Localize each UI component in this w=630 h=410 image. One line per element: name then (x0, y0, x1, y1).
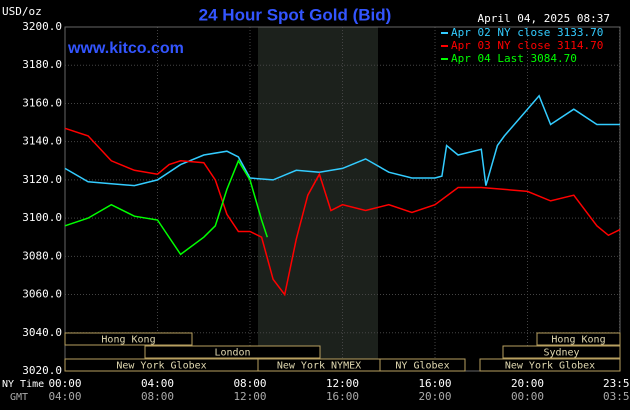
market-box (479, 358, 621, 372)
unit-label: USD/oz (2, 5, 42, 18)
gmt-tick-label: 12:00 (233, 390, 266, 403)
market-box (64, 332, 193, 346)
market-label: NY Globex (395, 361, 449, 372)
series-line (64, 127, 621, 297)
gmt-tick-label: 03:59 (603, 390, 630, 403)
y-tick-label: 3020.0 (22, 364, 62, 377)
market-label: London (214, 348, 250, 359)
y-tick-label: 3040.0 (22, 326, 62, 339)
market-label: New York Globex (505, 361, 595, 372)
legend-label: Apr 04 Last 3084.70 (451, 52, 577, 65)
x-tick-label: 08:00 (233, 377, 266, 390)
nymex-shade (258, 27, 378, 371)
timestamp: April 04, 2025 08:37 (478, 12, 610, 25)
y-tick-label: 3140.0 (22, 135, 62, 148)
gmt-tick-label: 16:00 (326, 390, 359, 403)
gmt-tick-label: 08:00 (141, 390, 174, 403)
legend-label: Apr 03 NY close 3114.70 (451, 39, 603, 52)
gmt-tick-label: 04:00 (48, 390, 81, 403)
series-line (64, 94, 620, 187)
y-tick-label: 3120.0 (22, 173, 62, 186)
ny-time-label: NY Time (2, 379, 44, 390)
market-label: Sydney (543, 348, 579, 359)
market-box (536, 332, 621, 346)
gmt-tick-label: 20:00 (418, 390, 451, 403)
market-box (144, 345, 321, 359)
website: www.kitco.com (67, 40, 184, 57)
market-box (379, 358, 466, 372)
y-tick-label: 3060.0 (22, 288, 62, 301)
chart-title: 24 Hour Spot Gold (Bid) (199, 5, 392, 24)
x-tick-label: 23:59 (603, 377, 630, 390)
y-tick-label: 3160.0 (22, 96, 62, 109)
y-tick-label: 3080.0 (22, 249, 62, 262)
x-tick-label: 20:00 (511, 377, 544, 390)
y-tick-label: 3100.0 (22, 211, 62, 224)
market-label: Hong Kong (551, 335, 605, 346)
y-tick-label: 3200.0 (22, 20, 62, 33)
x-tick-label: 12:00 (326, 377, 359, 390)
gmt-label: GMT (10, 392, 28, 403)
gmt-tick-label: 00:00 (511, 390, 544, 403)
y-tick-label: 3180.0 (22, 58, 62, 71)
market-label: New York Globex (116, 361, 206, 372)
market-label: Hong Kong (101, 335, 155, 346)
x-tick-label: 04:00 (141, 377, 174, 390)
market-label: New York NYMEX (277, 361, 361, 372)
legend-label: Apr 02 NY close 3133.70 (451, 26, 603, 39)
x-tick-label: 00:00 (48, 377, 81, 390)
x-tick-label: 16:00 (418, 377, 451, 390)
market-box (502, 345, 621, 359)
series-line (64, 159, 269, 256)
